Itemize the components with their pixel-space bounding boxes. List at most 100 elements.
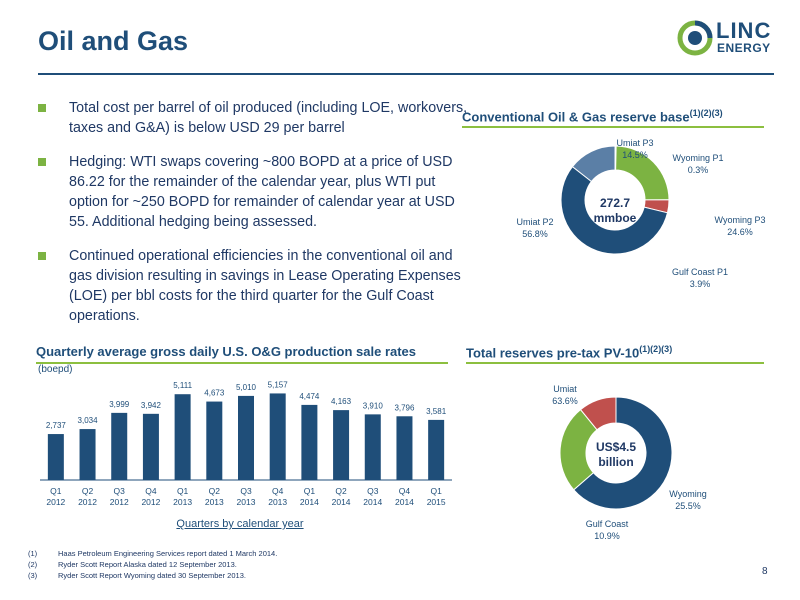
production-x-axis-title: Quarters by calendar year	[176, 518, 304, 530]
bullet-square-icon	[38, 158, 46, 166]
company-logo: LINC ENERGY	[676, 16, 776, 62]
footnote-item: (1) Haas Petroleum Engineering Services …	[28, 548, 277, 559]
x-tick-label: Q3	[114, 486, 126, 496]
bar-value-label: 3,910	[363, 401, 384, 410]
pv-total-unit: billion	[598, 455, 634, 469]
footnotes: (1) Haas Petroleum Engineering Services …	[28, 548, 277, 581]
footnote-number: (1)	[28, 549, 38, 558]
bullet-text: Continued operational efficiencies in th…	[69, 248, 461, 324]
reserve-donut-chart	[560, 145, 670, 255]
bar-value-label: 4,673	[204, 389, 225, 398]
logo-ring-icon	[677, 20, 713, 56]
footnote-item: (3) Ryder Scott Report Wyoming dated 30 …	[28, 570, 277, 581]
reserve-section-title: Conventional Oil & Gas reserve base(1)(2…	[462, 108, 723, 124]
production-section-title: Quarterly average gross daily U.S. O&G p…	[36, 344, 417, 359]
donut-slice-gulf-coast	[579, 396, 617, 431]
pv-title-text: Total reserves pre-tax PV-10	[466, 345, 640, 361]
footnote-text: Ryder Scott Report Wyoming dated 30 Sept…	[58, 571, 246, 580]
slice-percent: 0.3%	[687, 165, 709, 175]
bar-value-label: 5,010	[236, 383, 257, 392]
pv-section-rule	[466, 362, 764, 364]
bullet-square-icon	[38, 104, 46, 112]
footnote-number: (2)	[28, 560, 38, 569]
slice-label-umiat-p2: Umiat P2 56.8%	[495, 216, 575, 240]
footnote-item: (2) Ryder Scott Report Alaska dated 12 S…	[28, 559, 277, 570]
x-tick-label: Q1	[50, 486, 62, 496]
slice-name: Gulf Coast	[585, 519, 629, 529]
bar-value-label: 5,157	[268, 380, 289, 389]
bar-value-label: 3,942	[141, 401, 162, 410]
slice-name: Wyoming P1	[672, 153, 724, 163]
bar-value-label: 5,111	[173, 381, 192, 390]
bar	[364, 414, 381, 480]
production-unit-label: (boepd)	[38, 364, 73, 375]
bar-value-label: 3,796	[394, 403, 415, 412]
x-tick-label: 2014	[332, 497, 351, 507]
slice-label-gulf-coast-p1: Gulf Coast P1 3.9%	[660, 266, 740, 290]
x-tick-label: 2014	[363, 497, 382, 507]
slice-label-gulf-coast: Gulf Coast 10.9%	[567, 518, 647, 542]
reserve-total-unit: mmboe	[593, 211, 637, 225]
footnote-text: Haas Petroleum Engineering Services repo…	[58, 549, 278, 558]
slice-label-umiat: Umiat 63.6%	[525, 383, 605, 407]
x-tick-label: Q3	[367, 486, 379, 496]
reserve-title-text: Conventional Oil & Gas reserve base	[462, 109, 690, 125]
x-tick-label: Q2	[335, 486, 347, 496]
donut-slice-umiat	[573, 396, 673, 510]
slice-label-wyoming: Wyoming 25.5%	[648, 488, 728, 512]
bar	[47, 434, 64, 480]
x-tick-label: Q4	[272, 486, 284, 496]
slice-name: Gulf Coast P1	[671, 267, 729, 277]
slice-name: Wyoming	[669, 489, 707, 499]
bar-value-label: 4,474	[299, 392, 320, 401]
x-tick-label: Q2	[209, 486, 221, 496]
slice-name: Umiat P2	[516, 217, 554, 227]
x-tick-label: 2013	[205, 497, 224, 507]
slice-percent: 63.6%	[552, 396, 578, 406]
page-number: 8	[762, 566, 768, 577]
slice-label-wyoming-p3: Wyoming P3 24.6%	[700, 214, 780, 238]
x-tick-label: 2012	[46, 497, 65, 507]
x-tick-label: 2014	[395, 497, 414, 507]
x-tick-label: Q3	[240, 486, 252, 496]
slice-percent: 56.8%	[522, 229, 548, 239]
reserve-donut-center: 272.7 mmboe	[580, 196, 650, 226]
title-divider	[38, 73, 774, 75]
bar	[301, 404, 318, 480]
bar	[396, 416, 413, 480]
footnote-text: Ryder Scott Report Alaska dated 12 Septe…	[58, 560, 237, 569]
bullet-text: Total cost per barrel of oil produced (i…	[69, 100, 468, 136]
bullet-item: Total cost per barrel of oil produced (i…	[38, 98, 468, 138]
pv-section-title: Total reserves pre-tax PV-10(1)(2)(3)	[466, 344, 672, 360]
pv-total-value: US$4.5	[595, 440, 637, 454]
production-bar-chart: 2,737Q120123,034Q220123,999Q320123,942Q4…	[40, 380, 452, 507]
x-tick-label: Q1	[304, 486, 316, 496]
slice-percent: 3.9%	[689, 279, 711, 289]
slice-percent: 10.9%	[594, 531, 620, 541]
slice-name: Umiat P3	[616, 138, 654, 148]
x-tick-label: Q1	[430, 486, 442, 496]
bar-value-label: 4,163	[331, 397, 352, 406]
reserve-title-refs: (1)(2)(3)	[689, 108, 723, 118]
bar	[79, 429, 96, 480]
slice-name: Umiat	[553, 384, 577, 394]
footnote-number: (3)	[28, 571, 38, 580]
bar-value-label: 2,737	[46, 421, 67, 430]
x-tick-label: 2013	[173, 497, 192, 507]
pv-title-refs: (1)(2)(3)	[639, 344, 673, 354]
x-tick-label: Q4	[145, 486, 157, 496]
reserve-total-value: 272.7	[599, 196, 631, 210]
slice-name: Wyoming P3	[714, 215, 766, 225]
bar-value-label: 3,034	[78, 416, 99, 425]
donut-slice-umiat-p2	[560, 166, 669, 255]
bar	[269, 393, 286, 480]
bar	[206, 401, 223, 480]
logo-wordmark: LINC	[716, 18, 772, 43]
bar	[174, 394, 191, 480]
bar-value-label: 3,581	[426, 407, 447, 416]
bar	[333, 410, 350, 480]
x-tick-label: 2014	[300, 497, 319, 507]
x-tick-label: 2012	[141, 497, 160, 507]
x-tick-label: 2013	[237, 497, 256, 507]
pv-donut-center: US$4.5 billion	[580, 440, 652, 470]
